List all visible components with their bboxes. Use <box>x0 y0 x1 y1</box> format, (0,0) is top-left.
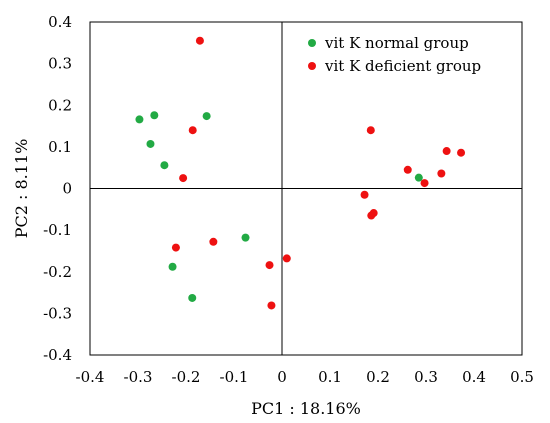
normal-group-point <box>188 293 197 302</box>
normal-group-point <box>160 161 169 170</box>
x-tick-labels: -0.4 -0.3 -0.2 -0.1 0 0.1 0.2 0.3 0.4 0.5 <box>76 368 534 386</box>
deficient-group-point <box>437 169 446 178</box>
x-axis-title: PC1 : 18.16% <box>251 399 361 418</box>
normal-group-point <box>202 112 211 121</box>
data-points <box>135 36 466 310</box>
deficient-group-point <box>369 209 378 218</box>
normal-group-point <box>135 115 144 124</box>
x-tick-label: 0 <box>277 368 287 386</box>
y-tick-label: -0.2 <box>43 263 72 281</box>
deficient-group-point <box>195 36 204 45</box>
y-tick-label: -0.3 <box>43 304 72 322</box>
deficient-group-point <box>209 237 218 246</box>
x-tick-label: -0.4 <box>76 368 105 386</box>
normal-group-point <box>150 111 159 120</box>
deficient-group-point <box>366 126 375 135</box>
deficient-group-point <box>282 254 291 263</box>
deficient-group-point <box>265 261 274 270</box>
x-tick-label: -0.3 <box>124 368 153 386</box>
deficient-group-point <box>179 174 188 183</box>
legend-label: vit K deficient group <box>324 57 481 75</box>
x-tick-label: 0.4 <box>462 368 486 386</box>
legend-label: vit K normal group <box>324 34 469 52</box>
x-tick-label: 0.2 <box>366 368 390 386</box>
legend: vit K normal group vit K deficient group <box>308 34 481 75</box>
x-tick-label: 0.3 <box>414 368 438 386</box>
y-tick-label: 0.4 <box>48 13 72 31</box>
deficient-group-point <box>420 179 429 188</box>
y-tick-label: 0.2 <box>48 96 72 114</box>
deficient-group-point <box>403 165 412 174</box>
x-tick-label: -0.1 <box>220 368 249 386</box>
y-tick-label: 0.1 <box>48 138 72 156</box>
normal-group-point <box>146 139 155 148</box>
legend-marker <box>308 39 316 47</box>
y-tick-label: 0.3 <box>48 55 72 73</box>
normal-group-point <box>414 173 423 182</box>
y-tick-label: 0 <box>62 180 72 198</box>
normal-group-point <box>168 262 177 271</box>
y-tick-labels: 0.4 0.3 0.2 0.1 0 -0.1 -0.2 -0.3 -0.4 <box>43 13 72 364</box>
zero-axis-lines <box>90 22 522 355</box>
x-tick-label: 0.5 <box>510 368 534 386</box>
deficient-group-point <box>457 148 466 157</box>
deficient-group-point <box>188 126 197 135</box>
normal-group-point <box>241 233 250 242</box>
x-tick-label: 0.1 <box>318 368 342 386</box>
deficient-group-point <box>360 190 369 199</box>
deficient-group-point <box>171 243 180 252</box>
x-tick-label: -0.2 <box>172 368 201 386</box>
deficient-group-point <box>267 301 276 310</box>
y-axis-title: PC2 : 8.11% <box>12 139 31 239</box>
y-tick-label: -0.4 <box>43 346 72 364</box>
y-tick-label: -0.1 <box>43 221 72 239</box>
legend-marker <box>308 62 316 70</box>
deficient-group-point <box>442 147 451 156</box>
